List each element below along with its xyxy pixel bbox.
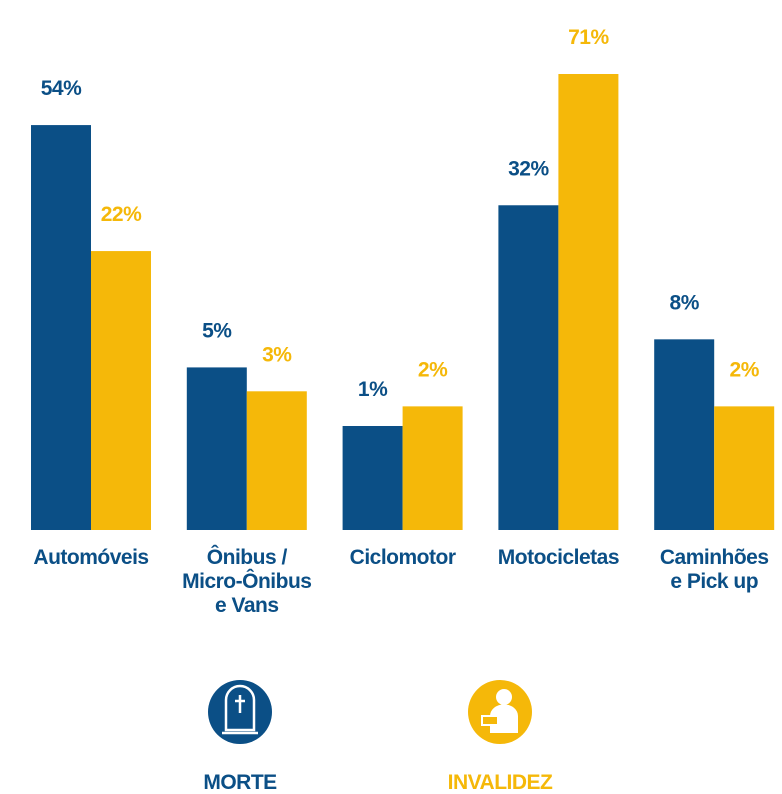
- x-tick-label: Motocicletas: [498, 546, 619, 569]
- value-label: 32%: [508, 157, 549, 180]
- bar: [31, 125, 91, 531]
- value-label: 1%: [358, 378, 388, 401]
- bar: [654, 339, 715, 530]
- legend-label: MORTE: [203, 771, 277, 794]
- value-label: 5%: [202, 319, 232, 342]
- bar: [246, 391, 307, 530]
- legend-label: INVALIDEZ: [448, 771, 553, 794]
- value-label: 71%: [568, 26, 609, 49]
- value-label: 2%: [730, 358, 760, 381]
- bar: [558, 74, 619, 531]
- x-tick-label: Ciclomotor: [350, 546, 456, 569]
- sling: [481, 715, 499, 726]
- x-tick-label: Automóveis: [33, 546, 148, 569]
- x-tick-label: Ônibus / Micro-Ônibus e Vans: [182, 545, 311, 617]
- person-head: [496, 689, 512, 705]
- bar: [714, 406, 775, 530]
- cross-icon: [222, 695, 258, 735]
- value-label: 54%: [41, 77, 82, 100]
- value-label: 3%: [262, 343, 292, 366]
- value-label: 22%: [101, 203, 142, 226]
- bar: [498, 205, 559, 530]
- bar: [342, 426, 403, 530]
- bar: [186, 367, 247, 530]
- value-label: 2%: [418, 358, 448, 381]
- legend-item: MORTE: [203, 680, 278, 794]
- value-label: 8%: [670, 291, 700, 314]
- bar: [91, 251, 151, 531]
- bar: [402, 406, 463, 530]
- legend-item: INVALIDEZ: [448, 680, 554, 794]
- x-tick-label: Caminhões e Pick up: [660, 546, 769, 593]
- tombstone-icon: [224, 684, 256, 732]
